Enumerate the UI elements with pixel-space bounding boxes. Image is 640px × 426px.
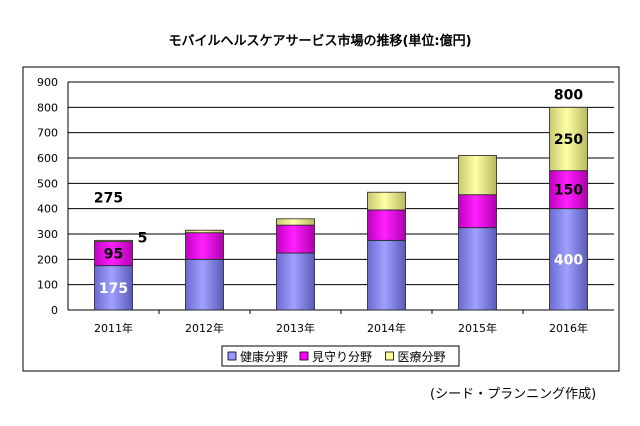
x-tick-label: 2014年 bbox=[367, 321, 406, 335]
bar-segment bbox=[458, 227, 497, 311]
data-label: 5 bbox=[138, 230, 148, 246]
legend-label: 見守り分野 bbox=[312, 350, 372, 364]
chart-frame bbox=[22, 66, 620, 372]
bar-segment bbox=[549, 208, 588, 311]
x-tick-label: 2011年 bbox=[94, 321, 133, 335]
bar-segment bbox=[276, 218, 315, 226]
bar-segment bbox=[458, 194, 497, 229]
legend-box bbox=[221, 345, 460, 367]
y-tick-label: 600 bbox=[37, 152, 58, 165]
y-tick-label: 200 bbox=[37, 253, 58, 266]
data-label: 400 bbox=[554, 252, 583, 268]
y-tick-label: 900 bbox=[37, 76, 58, 89]
legend-label: 健康分野 bbox=[240, 349, 288, 364]
y-tick-label: 100 bbox=[37, 279, 58, 292]
y-tick-label: 500 bbox=[37, 177, 58, 190]
chart-title: モバイルヘルスケアサービス市場の推移(単位:億円) bbox=[168, 33, 471, 49]
data-label: 250 bbox=[554, 132, 583, 148]
x-tick-label: 2015年 bbox=[458, 321, 497, 335]
x-tick-label: 2012年 bbox=[185, 321, 224, 335]
bar-segment bbox=[367, 209, 406, 241]
legend-swatch bbox=[299, 351, 309, 361]
bar-segment bbox=[367, 239, 406, 311]
total-label: 800 bbox=[554, 87, 583, 103]
bar-segment bbox=[549, 106, 588, 172]
y-tick-label: 300 bbox=[37, 228, 58, 241]
data-label: 175 bbox=[99, 281, 128, 297]
bar-segment bbox=[276, 252, 315, 311]
x-tick-label: 2013年 bbox=[276, 321, 315, 335]
bar-segment bbox=[94, 239, 133, 242]
legend-label: 医療分野 bbox=[398, 350, 446, 364]
total-label: 275 bbox=[94, 190, 123, 206]
y-tick-label: 800 bbox=[37, 101, 58, 114]
source-credit: (シード・プランニング作成) bbox=[430, 387, 597, 402]
bar-segment bbox=[94, 241, 133, 267]
legend-swatch bbox=[227, 351, 237, 361]
data-label: 95 bbox=[104, 247, 123, 263]
data-label: 150 bbox=[554, 183, 583, 199]
y-tick-label: 0 bbox=[51, 304, 58, 317]
y-tick-label: 700 bbox=[37, 127, 58, 140]
y-tick-label: 400 bbox=[37, 203, 58, 216]
bar-segment bbox=[367, 191, 406, 211]
bar-segment bbox=[458, 155, 497, 196]
bar-segment bbox=[94, 265, 133, 311]
bar-segment bbox=[276, 224, 315, 254]
bar-segment bbox=[185, 232, 224, 260]
legend-swatch bbox=[385, 351, 394, 361]
x-tick-label: 2016年 bbox=[549, 321, 588, 335]
bar-segment bbox=[185, 229, 224, 234]
bar-segment bbox=[549, 170, 588, 210]
bar-segment bbox=[185, 258, 224, 311]
